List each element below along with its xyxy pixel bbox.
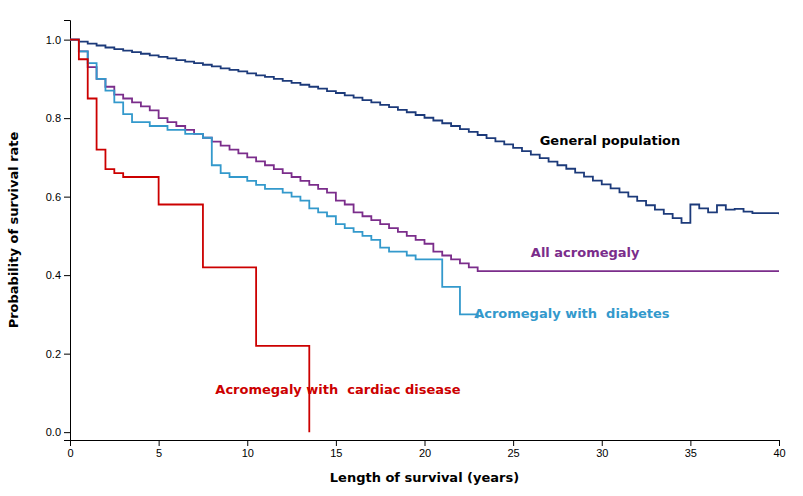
y-tick-label: 0.0: [46, 426, 61, 438]
plot-area: [70, 40, 779, 433]
x-tick-label: 25: [508, 447, 520, 459]
x-axis-title: Length of survival (years): [330, 470, 519, 485]
x-tick-label: 20: [419, 447, 431, 459]
y-tick: 1.0: [46, 34, 70, 46]
survival-line: [70, 40, 309, 433]
x-tick: 5: [156, 440, 162, 459]
series-label: Acromegaly with cardiac disease: [215, 382, 460, 397]
x-tick: 0: [67, 440, 73, 459]
y-tick-mark: [64, 354, 70, 355]
x-axis-line: [71, 441, 780, 447]
y-tick-mark: [64, 118, 70, 119]
x-tick-label: 30: [596, 447, 608, 459]
x-tick: 35: [685, 440, 697, 459]
y-tick: 0.8: [46, 112, 70, 124]
x-tick: 10: [242, 440, 254, 459]
x-axis: 0 5 10 15 20 25 30 35 40: [67, 440, 785, 459]
annotations: General population All acromegaly Acromega…: [215, 133, 680, 397]
x-tick-label: 0: [67, 447, 73, 459]
survival-line: [70, 40, 779, 223]
y-tick-label: 1.0: [46, 34, 61, 46]
y-tick-mark: [64, 197, 70, 198]
y-tick: 0.2: [46, 348, 70, 360]
series-label: Acromegaly with diabetes: [474, 306, 670, 321]
x-tick-label: 15: [330, 447, 342, 459]
survival-line: [70, 40, 779, 272]
x-tick-label: 40: [773, 447, 785, 459]
x-tick-label: 5: [156, 447, 162, 459]
y-tick-label: 0.2: [46, 348, 61, 360]
x-tick-mark: [336, 440, 337, 446]
y-axis: 0.0 0.2 0.4 0.6 0.8 1.0: [46, 21, 71, 441]
chart: 0 5 10 15 20 25 30 35 40 0.0 0.2 0.4 0.6 0.8 1.0 Length…: [0, 0, 803, 496]
x-tick-mark: [602, 440, 603, 446]
x-tick-label: 10: [242, 447, 254, 459]
x-tick-mark: [425, 440, 426, 446]
x-tick: 30: [596, 440, 608, 459]
x-tick-mark: [779, 440, 780, 446]
x-tick-mark: [513, 440, 514, 446]
y-axis-line: [64, 21, 71, 441]
x-tick: 20: [419, 440, 431, 459]
y-tick: 0.0: [46, 426, 70, 438]
y-tick-mark: [64, 432, 70, 433]
x-tick: 15: [330, 440, 342, 459]
y-tick: 0.6: [46, 191, 70, 203]
x-tick-mark: [690, 440, 691, 446]
series-label: All acromegaly: [531, 245, 640, 260]
x-tick: 40: [773, 440, 785, 459]
y-tick-mark: [64, 275, 70, 276]
survival-line: [70, 40, 478, 319]
y-tick-label: 0.4: [46, 269, 61, 281]
series-label: General population: [540, 133, 681, 148]
x-tick-label: 35: [685, 447, 697, 459]
y-axis-title: Probability of survival rate: [6, 131, 21, 328]
x-tick-mark: [159, 440, 160, 446]
y-tick-label: 0.6: [46, 191, 61, 203]
x-tick-mark: [247, 440, 248, 446]
y-tick-mark: [64, 40, 70, 41]
y-tick-label: 0.8: [46, 112, 61, 124]
y-tick: 0.4: [46, 269, 70, 281]
x-tick: 25: [508, 440, 520, 459]
